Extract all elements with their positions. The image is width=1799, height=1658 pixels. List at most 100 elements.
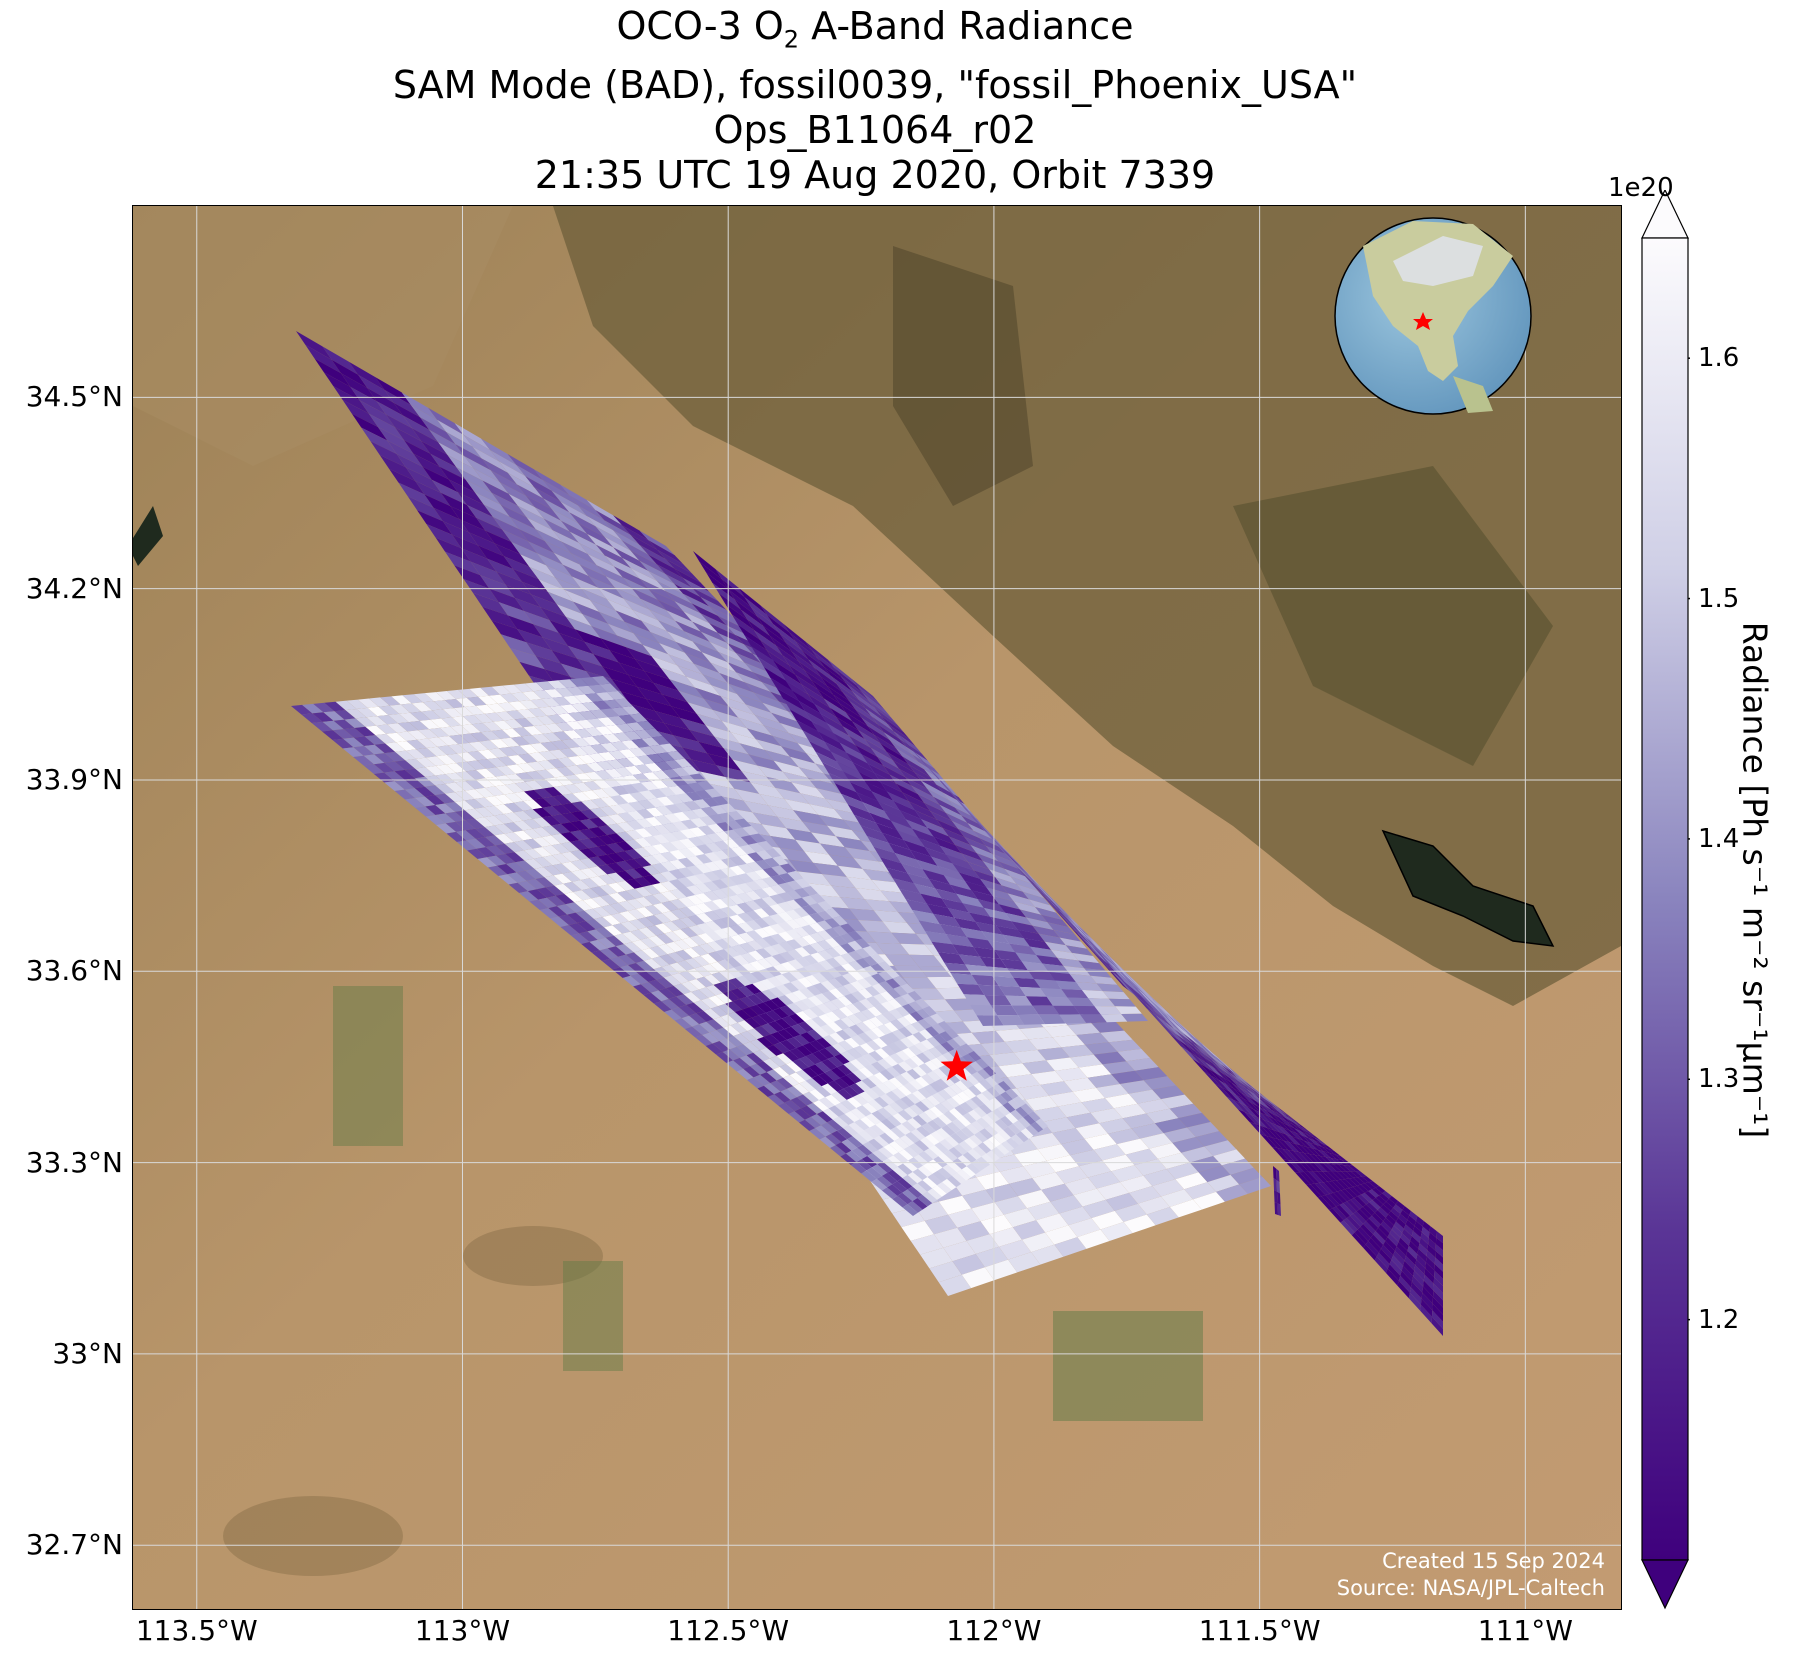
sounding-footprint: [871, 1164, 888, 1176]
sounding-footprint: [926, 1036, 941, 1048]
sounding-footprint: [842, 973, 858, 984]
sounding-footprint: [1118, 965, 1141, 987]
sounding-footprint: [476, 847, 497, 858]
sounding-footprint: [606, 862, 625, 873]
sounding-footprint: [844, 1037, 860, 1049]
sounding-footprint: [920, 780, 949, 801]
sounding-footprint: [862, 1019, 878, 1030]
sounding-footprint: [1273, 1118, 1290, 1131]
sounding-footprint: [1328, 1163, 1342, 1172]
sounding-footprint: [721, 916, 738, 927]
sounding-footprint: [1366, 1202, 1378, 1213]
sounding-footprint: [686, 676, 721, 696]
sounding-footprint: [486, 855, 507, 866]
sounding-footprint: [597, 587, 633, 610]
sounding-footprint: [686, 855, 704, 866]
sounding-footprint: [795, 1011, 812, 1022]
sounding-footprint: [882, 1158, 898, 1170]
sounding-footprint: [1192, 1058, 1212, 1076]
sounding-footprint: [517, 709, 537, 719]
sounding-footprint: [783, 1050, 800, 1062]
sounding-footprint: [1409, 1211, 1418, 1221]
sounding-footprint: [1340, 1179, 1353, 1188]
sounding-footprint: [991, 835, 1018, 864]
sounding-footprint: [1350, 1198, 1363, 1210]
sounding-footprint: [504, 793, 524, 803]
sounding-footprint: [520, 554, 556, 578]
sounding-footprint: [1378, 1248, 1392, 1265]
sounding-footprint: [1077, 1229, 1110, 1249]
sounding-footprint: [660, 891, 679, 901]
sounding-footprint: [715, 569, 745, 597]
sounding-footprint: [677, 784, 696, 794]
sounding-footprint: [691, 587, 727, 610]
sounding-footprint: [1151, 998, 1173, 1019]
sounding-footprint: [529, 899, 549, 910]
sounding-footprint: [754, 928, 771, 939]
sounding-footprint: [664, 804, 683, 814]
sounding-footprint: [874, 1048, 890, 1059]
sounding-footprint: [1276, 1125, 1292, 1137]
sounding-footprint: [761, 886, 778, 897]
sounding-footprint: [1111, 1070, 1144, 1084]
sounding-footprint: [952, 1118, 966, 1130]
sounding-footprint: [484, 815, 504, 826]
sounding-footprint: [441, 717, 462, 727]
sounding-footprint: [1400, 1270, 1412, 1288]
sounding-footprint: [1337, 1190, 1351, 1202]
sounding-footprint: [838, 1006, 854, 1017]
sounding-footprint: [1270, 1106, 1287, 1119]
sounding-footprint: [413, 693, 434, 703]
sounding-footprint: [556, 604, 592, 627]
sounding-footprint: [971, 1202, 1004, 1222]
sounding-footprint: [700, 597, 736, 620]
sounding-footprint: [772, 953, 788, 964]
sounding-footprint: [819, 970, 835, 981]
sounding-footprint: [514, 718, 534, 728]
sounding-footprint: [575, 629, 610, 651]
sounding-footprint: [1323, 1163, 1337, 1172]
sounding-footprint: [736, 892, 754, 903]
sounding-footprint: [980, 1041, 1014, 1055]
sounding-footprint: [1202, 1048, 1221, 1065]
sounding-footprint: [1050, 901, 1076, 928]
sounding-footprint: [1196, 1038, 1216, 1056]
sounding-footprint: [726, 967, 744, 978]
sounding-footprint: [346, 699, 368, 709]
sounding-footprint: [753, 898, 770, 909]
sounding-footprint: [763, 1058, 780, 1070]
sounding-footprint: [1307, 1134, 1322, 1144]
sounding-footprint: [886, 988, 902, 999]
sounding-footprint: [1107, 955, 1130, 978]
sounding-footprint: [561, 803, 581, 813]
sounding-footprint: [475, 827, 495, 838]
sounding-footprint: [956, 1169, 971, 1181]
sounding-footprint: [893, 1040, 909, 1051]
sounding-footprint: [651, 873, 669, 883]
sounding-footprint: [435, 793, 455, 804]
sounding-footprint: [291, 704, 313, 715]
sounding-footprint: [565, 902, 585, 913]
sounding-footprint: [1389, 1259, 1402, 1276]
sounding-footprint: [867, 726, 897, 749]
sounding-footprint: [544, 875, 564, 886]
sounding-footprint: [1186, 1032, 1207, 1051]
sounding-footprint: [512, 568, 548, 592]
globe-south-america: [1453, 376, 1493, 413]
sounding-footprint: [997, 1015, 1025, 1026]
sounding-footprint: [1417, 1248, 1427, 1263]
sounding-footprint: [1020, 909, 1048, 923]
sounding-footprint: [1368, 1189, 1379, 1198]
sounding-footprint: [1030, 946, 1058, 958]
sounding-footprint: [523, 828, 542, 839]
sounding-footprint: [375, 377, 411, 405]
sounding-footprint: [301, 713, 323, 723]
sounding-footprint: [639, 530, 675, 556]
sounding-footprint: [728, 894, 746, 905]
sounding-footprint: [852, 1001, 868, 1012]
sounding-footprint: [562, 564, 598, 588]
sounding-footprint: [910, 1234, 944, 1255]
sounding-footprint: [587, 554, 623, 578]
sounding-footprint: [1288, 1160, 1305, 1173]
sounding-footprint: [588, 576, 624, 599]
